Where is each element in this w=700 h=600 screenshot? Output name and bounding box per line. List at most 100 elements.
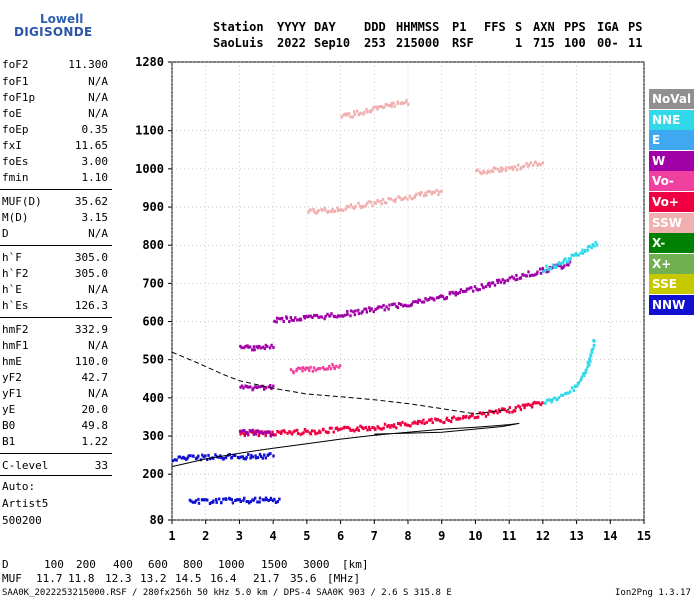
echo-dot xyxy=(443,297,446,301)
echo-dot xyxy=(349,314,352,318)
echo-dot xyxy=(353,112,357,116)
echo-dot xyxy=(239,385,242,389)
echo-dot xyxy=(323,367,326,371)
echo-dot xyxy=(303,316,306,320)
echo-dot xyxy=(273,319,276,323)
echo-dot xyxy=(454,290,458,294)
footer-muf-value: 12.3 xyxy=(105,572,132,585)
echo-dot xyxy=(580,377,583,381)
footer-muf-value: 14.5 xyxy=(175,572,202,585)
echo-dot xyxy=(269,384,272,387)
echo-dot xyxy=(545,264,548,268)
param-value: N/A xyxy=(88,227,108,240)
echo-dot xyxy=(349,115,352,119)
echo-dot xyxy=(362,205,365,209)
echo-dot xyxy=(491,281,495,285)
echo-dot xyxy=(399,102,402,106)
echo-dot xyxy=(344,208,347,211)
echo-dot xyxy=(321,208,324,212)
echo-dot xyxy=(349,428,352,432)
version-label: Ion2Png 1.3.17 xyxy=(615,588,691,598)
echo-dot xyxy=(378,105,382,108)
echo-dot xyxy=(282,320,285,323)
echo-dot xyxy=(480,283,483,287)
echo-dot xyxy=(583,371,586,375)
echo-dot xyxy=(371,108,374,112)
param-row: hmE 110.0 xyxy=(2,355,108,369)
echo-dot xyxy=(431,296,434,300)
x-tick-label: 12 xyxy=(536,529,550,543)
header-label: IGA xyxy=(597,20,619,34)
echo-dot xyxy=(404,303,407,307)
echo-dot xyxy=(367,200,370,204)
echo-dot xyxy=(380,202,383,206)
echo-dot xyxy=(248,429,251,433)
echo-dot xyxy=(252,498,255,502)
echo-dot xyxy=(586,360,590,364)
echo-dot xyxy=(553,396,556,400)
echo-dot xyxy=(437,296,440,300)
echo-dot xyxy=(530,273,533,277)
echo-dot xyxy=(439,419,443,423)
echo-dot xyxy=(414,300,417,303)
param-value: N/A xyxy=(88,283,108,296)
echo-dot xyxy=(536,401,539,405)
echo-dot xyxy=(212,499,215,503)
echo-dot xyxy=(547,398,551,402)
echo-dot xyxy=(256,456,260,460)
echo-dot xyxy=(511,275,514,279)
echo-dot xyxy=(452,291,455,295)
param-label: B1 xyxy=(2,435,16,448)
y-tick-label: 1000 xyxy=(135,162,164,176)
echo-dot xyxy=(378,305,381,309)
echo-dot xyxy=(309,432,313,436)
echo-dot xyxy=(256,385,259,389)
footer-muf-unit: [MHz] xyxy=(327,572,361,585)
echo-dot xyxy=(354,204,357,208)
echo-dot xyxy=(358,112,361,116)
echo-dot xyxy=(369,309,372,313)
echo-dot xyxy=(196,456,199,460)
echo-dot xyxy=(276,430,279,433)
header-label: DAY xyxy=(314,20,336,34)
echo-dot xyxy=(349,203,353,207)
echo-dot xyxy=(271,499,275,503)
echo-dot xyxy=(567,391,570,395)
echo-dot xyxy=(390,424,393,427)
echo-dot xyxy=(511,165,514,169)
echo-dot xyxy=(264,343,267,347)
param-row: foF2 11.300 xyxy=(2,58,108,72)
header-label: PS xyxy=(628,20,643,34)
param-row: hmF2 332.9 xyxy=(2,323,108,337)
echo-dot xyxy=(333,209,336,213)
echo-dot xyxy=(586,245,590,249)
footer-muf-label: MUF xyxy=(2,572,22,585)
echo-dot xyxy=(324,314,327,318)
echo-dot xyxy=(505,166,508,170)
echo-dot xyxy=(242,386,245,390)
param-row: h`Es 126.3 xyxy=(2,299,108,313)
echo-dot xyxy=(417,419,420,423)
echo-dot xyxy=(431,421,434,425)
echo-dot xyxy=(567,257,571,261)
param-row: C-level 33 xyxy=(2,459,108,473)
echo-dot xyxy=(251,348,254,352)
echo-dot xyxy=(317,209,320,212)
echo-dot xyxy=(379,199,382,203)
echo-dot xyxy=(341,208,345,212)
echo-dot xyxy=(491,170,495,174)
echo-dot xyxy=(420,421,424,425)
echo-dot xyxy=(324,430,328,434)
echo-dot xyxy=(238,456,241,460)
header-value: 215000 xyxy=(396,36,440,50)
echo-dot xyxy=(240,430,243,434)
header-label: DDD xyxy=(364,20,386,34)
echo-dot xyxy=(387,307,390,311)
footer-muf-value: 16.4 xyxy=(210,572,237,585)
echo-dot xyxy=(496,278,499,282)
echo-dot xyxy=(239,432,242,436)
echo-dot xyxy=(436,418,440,422)
echo-dot xyxy=(392,199,395,202)
echo-dot xyxy=(329,314,332,318)
footer-muf-value: 11.7 xyxy=(36,572,63,585)
